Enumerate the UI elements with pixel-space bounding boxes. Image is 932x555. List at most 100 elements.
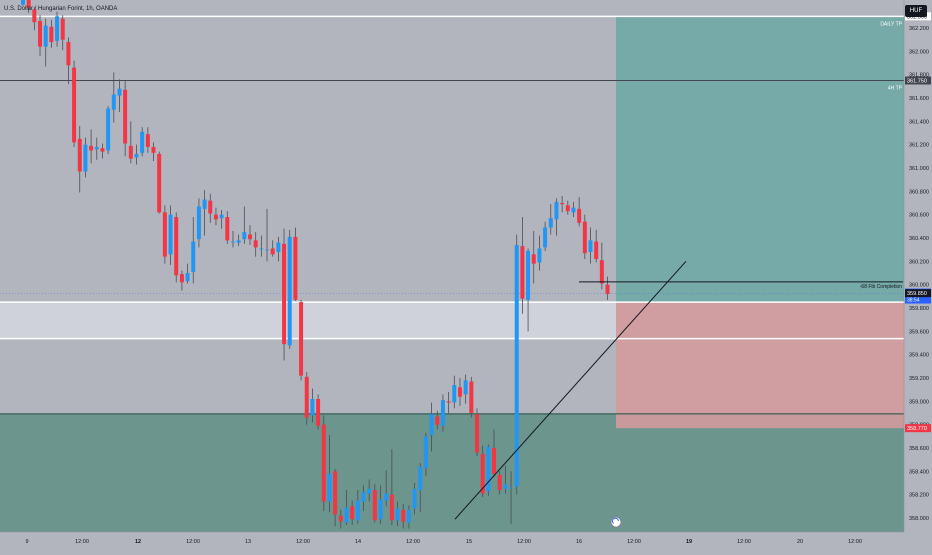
- candle: [310, 388, 315, 423]
- candle: [265, 208, 270, 262]
- candle: [128, 121, 133, 164]
- h4-tp-tag: 361.750: [905, 76, 931, 85]
- candle: [463, 374, 468, 404]
- candle: [588, 227, 593, 264]
- trendline[interactable]: [454, 260, 687, 520]
- refresh-icon[interactable]: [610, 516, 622, 528]
- x-tick-label: 12:00: [737, 539, 751, 545]
- candle: [179, 270, 184, 291]
- candle: [77, 126, 82, 193]
- stop-price-tag: 358.770: [905, 424, 931, 433]
- candle: [55, 11, 60, 47]
- x-tick-label: 12: [135, 539, 141, 545]
- candles-layer: [21, 0, 610, 529]
- candle: [94, 137, 99, 160]
- candle: [440, 394, 445, 432]
- candle: [384, 470, 389, 507]
- y-tick-label: 359.400: [909, 353, 929, 359]
- x-tick-label: 20: [797, 539, 803, 545]
- candle: [446, 392, 451, 413]
- candle: [333, 469, 338, 527]
- entry-price-tag: 359.850: [905, 289, 931, 298]
- y-tick-label: 361.600: [909, 96, 929, 102]
- candle: [389, 449, 394, 525]
- x-tick-label: 14: [355, 539, 361, 545]
- candle: [32, 7, 37, 31]
- y-tick-label: 359.600: [909, 329, 929, 335]
- y-tick-label: 362.000: [909, 49, 929, 55]
- y-tick-label: 360.800: [909, 189, 929, 195]
- candle: [526, 248, 531, 332]
- time-axis[interactable]: [0, 532, 932, 550]
- candle: [253, 232, 258, 257]
- candle: [276, 236, 281, 262]
- candle: [111, 72, 116, 123]
- entry-zone: [0, 302, 616, 339]
- x-tick-label: 19: [686, 539, 692, 545]
- candle: [548, 204, 553, 235]
- price-axis[interactable]: [904, 0, 932, 550]
- candle: [565, 200, 570, 215]
- candle: [594, 229, 599, 263]
- h4-tp-label: 4H TP: [888, 86, 903, 92]
- candle: [151, 142, 156, 161]
- y-axis-ticks: 362.200 362.000 361.800 361.600 361.400 361.2…: [909, 26, 929, 522]
- candle: [168, 205, 173, 265]
- target-zone: [616, 16, 904, 303]
- candle: [196, 198, 201, 248]
- candle: [406, 505, 411, 529]
- candle: [49, 19, 54, 48]
- y-tick-label: 361.800: [909, 73, 929, 79]
- y-tick-label: 359.800: [909, 306, 929, 312]
- candle: [327, 435, 332, 513]
- candle: [230, 231, 235, 248]
- candle: [38, 15, 43, 56]
- x-tick-label: 12:00: [186, 539, 200, 545]
- candle: [605, 276, 610, 300]
- candle: [514, 234, 519, 495]
- y-tick-label: 359.200: [909, 376, 929, 382]
- candle: [361, 485, 366, 511]
- candle: [537, 235, 542, 271]
- candle: [355, 490, 360, 524]
- x-tick-label: 12:00: [296, 539, 310, 545]
- y-tick-label: 360.400: [909, 236, 929, 242]
- candle: [282, 228, 287, 361]
- y-tick-label: 359.000: [909, 399, 929, 405]
- y-tick-label: 360.000: [909, 283, 929, 289]
- candle: [435, 410, 440, 430]
- candle: [140, 127, 145, 157]
- candle: [321, 415, 326, 511]
- fib-completion-label: -68 Fib Completion: [860, 284, 902, 290]
- levels-layer: [0, 15, 904, 415]
- candle: [60, 15, 65, 51]
- candle: [43, 18, 48, 67]
- candle: [350, 500, 355, 525]
- h4-tp-tag-text: 361.750: [907, 79, 927, 85]
- candle: [429, 402, 434, 452]
- candle: [503, 465, 508, 494]
- y-tick-label: 360.600: [909, 213, 929, 219]
- chart-title: U.S. Dollar / Hungarian Forint, 1h, OAND…: [4, 6, 118, 12]
- candle: [395, 501, 400, 527]
- candle: [497, 471, 502, 495]
- candle: [21, 0, 25, 6]
- candle: [486, 444, 491, 496]
- candle: [492, 429, 497, 478]
- candle: [236, 234, 241, 247]
- candle: [304, 372, 309, 425]
- candle: [293, 227, 298, 301]
- stop-zone: [616, 302, 904, 429]
- x-tick-label: 12:00: [848, 539, 862, 545]
- y-tick-label: 358.000: [909, 516, 929, 522]
- currency-badge[interactable]: HUF: [905, 5, 927, 17]
- candle: [117, 79, 122, 112]
- demand-zone: [0, 413, 904, 532]
- candle: [157, 151, 162, 214]
- candle: [418, 463, 423, 513]
- candle: [401, 504, 406, 529]
- y-tick-label: 362.200: [909, 26, 929, 32]
- candle: [100, 143, 105, 159]
